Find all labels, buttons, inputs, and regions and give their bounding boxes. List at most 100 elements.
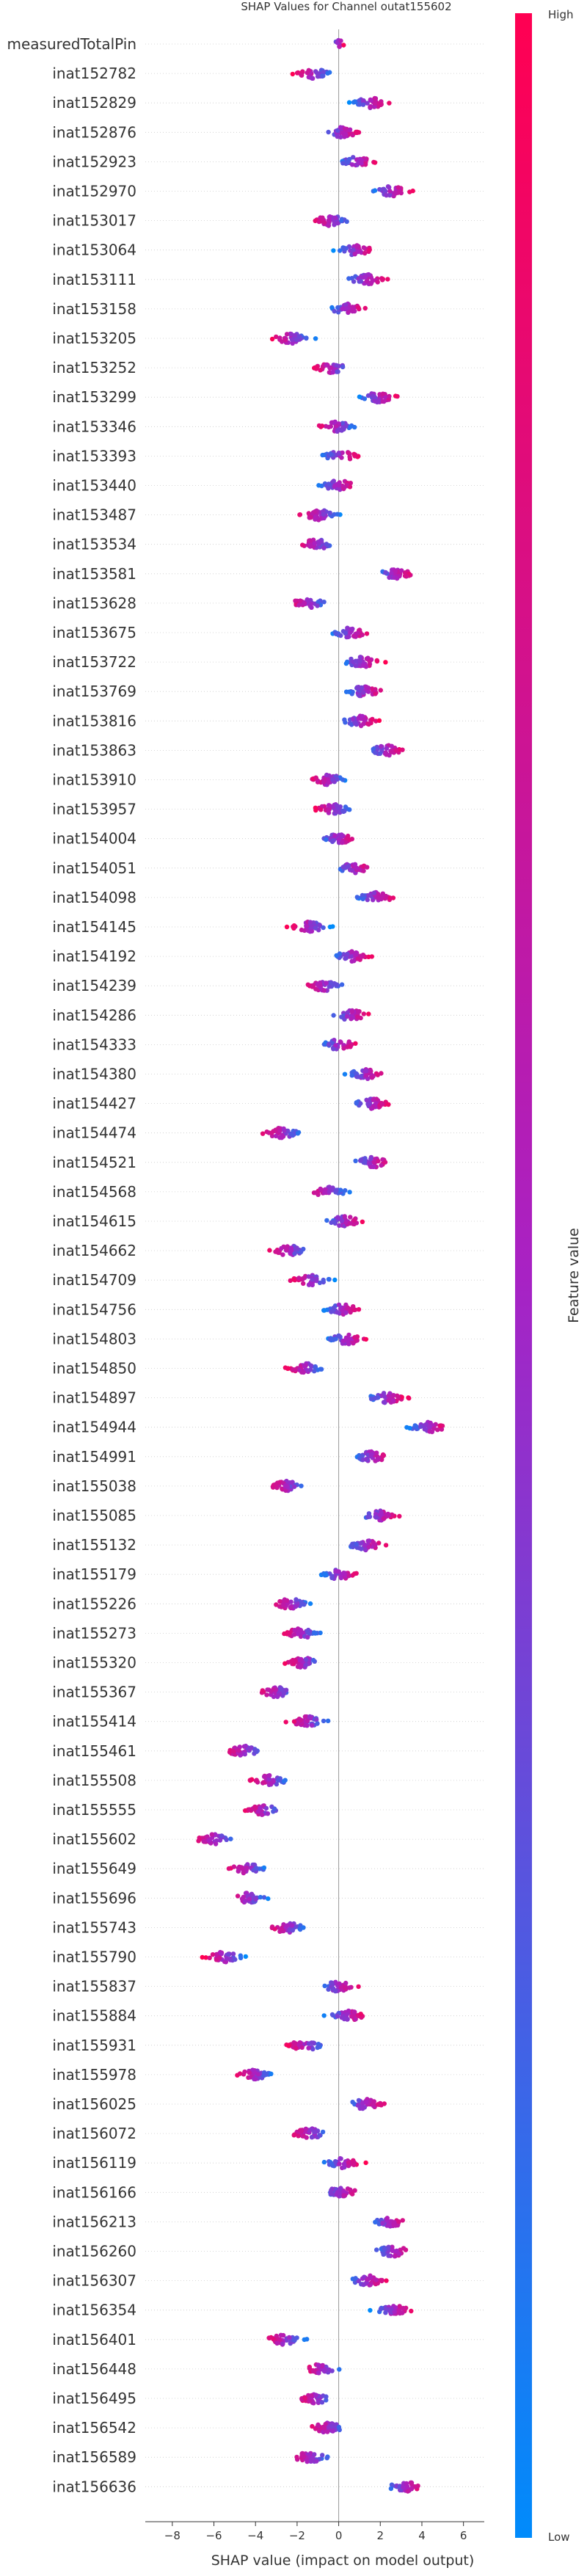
- shap-point: [332, 833, 338, 838]
- feature-label: inat153346: [52, 418, 136, 435]
- shap-point: [291, 1484, 297, 1489]
- feature-label: inat155226: [52, 1595, 136, 1612]
- feature-label: inat153440: [52, 477, 136, 495]
- shap-point: [362, 250, 368, 256]
- feature-label: inat156448: [52, 2360, 136, 2378]
- feature-label: inat152829: [52, 94, 136, 112]
- shap-point: [339, 982, 345, 987]
- shap-point: [325, 2429, 330, 2434]
- shap-point: [371, 890, 376, 895]
- shap-point: [339, 428, 344, 433]
- feature-label: inat155132: [52, 1536, 136, 1554]
- shap-point: [356, 2278, 361, 2284]
- shap-point: [329, 1575, 335, 1581]
- shap-point: [367, 658, 372, 664]
- shap-point: [315, 1721, 320, 1726]
- shap-point: [360, 2100, 365, 2106]
- shap-point: [351, 2009, 357, 2015]
- shap-point: [335, 305, 340, 310]
- shap-point: [372, 160, 378, 165]
- shap-point: [243, 1954, 248, 1960]
- shap-point: [207, 1955, 212, 1960]
- shap-point: [352, 454, 357, 459]
- shap-point: [327, 984, 332, 989]
- x-tick-label: 4: [418, 2529, 426, 2542]
- shap-point: [294, 1245, 299, 1251]
- shap-point: [321, 2159, 327, 2165]
- shap-point: [335, 429, 340, 434]
- shap-point: [387, 189, 393, 194]
- shap-point: [362, 1156, 368, 1161]
- shap-point: [358, 1101, 363, 1106]
- shap-point: [365, 865, 370, 870]
- feature-label: inat156542: [52, 2419, 136, 2437]
- shap-point: [305, 1629, 310, 1634]
- shap-point: [363, 1069, 369, 1074]
- shap-point: [347, 807, 352, 812]
- shap-point: [340, 1308, 346, 1314]
- shap-point: [273, 1249, 278, 1254]
- shap-point: [370, 717, 375, 722]
- shap-point: [340, 306, 345, 311]
- shap-point: [340, 865, 346, 870]
- shap-point: [352, 424, 357, 430]
- shap-point: [330, 2428, 335, 2434]
- shap-point: [402, 573, 408, 578]
- shap-point: [330, 777, 335, 782]
- feature-label: inat155837: [52, 1978, 136, 1995]
- shap-point: [336, 483, 342, 488]
- shap-point: [390, 2248, 395, 2253]
- shap-point: [377, 186, 382, 192]
- feature-label: inat154286: [52, 1006, 136, 1024]
- shap-point: [305, 597, 310, 603]
- shap-point: [278, 2332, 284, 2337]
- shap-point: [295, 1131, 301, 1136]
- shap-point: [265, 1687, 270, 1692]
- shap-point: [399, 1394, 404, 1400]
- shap-point: [317, 1280, 323, 1286]
- shap-point: [346, 1985, 352, 1990]
- shap-point: [308, 601, 314, 606]
- shap-point: [347, 456, 353, 462]
- shap-point: [293, 1658, 298, 1664]
- shap-point: [376, 399, 382, 404]
- feature-label: inat155649: [52, 1860, 136, 1877]
- shap-point: [281, 1602, 286, 1607]
- shap-point: [340, 1218, 345, 1223]
- shap-point: [224, 1956, 229, 1961]
- shap-point: [209, 1832, 214, 1837]
- shap-point: [338, 125, 343, 130]
- shap-point: [275, 1693, 281, 1698]
- feature-label: inat156589: [52, 2448, 136, 2466]
- shap-point: [311, 2401, 316, 2406]
- shap-point: [346, 276, 351, 281]
- shap-point: [340, 809, 346, 815]
- shap-point: [248, 2075, 253, 2080]
- shap-point: [354, 1571, 359, 1576]
- shap-point: [310, 76, 315, 81]
- shap-point: [372, 1396, 378, 1401]
- feature-label: inat153581: [52, 565, 136, 583]
- shap-point: [321, 779, 327, 785]
- shap-point: [312, 2130, 317, 2135]
- shap-point: [343, 306, 349, 311]
- shap-point: [274, 1602, 279, 1607]
- shap-point: [336, 837, 342, 843]
- shap-point: [390, 2244, 395, 2249]
- shap-point: [343, 804, 349, 809]
- feature-label: inat154192: [52, 947, 136, 965]
- shap-point: [376, 2102, 382, 2107]
- shap-point: [330, 369, 336, 374]
- shap-point: [385, 2223, 391, 2228]
- feature-label: inat154709: [52, 1271, 136, 1289]
- shap-point: [365, 1544, 371, 1550]
- shap-point: [314, 70, 319, 76]
- feature-label: inat153863: [52, 741, 136, 759]
- shap-point: [306, 2045, 311, 2051]
- shap-point: [331, 248, 336, 253]
- shap-point: [296, 1367, 302, 1372]
- shap-point: [324, 980, 329, 986]
- shap-point: [310, 2423, 315, 2429]
- shap-point: [354, 685, 360, 691]
- shap-point: [334, 363, 339, 368]
